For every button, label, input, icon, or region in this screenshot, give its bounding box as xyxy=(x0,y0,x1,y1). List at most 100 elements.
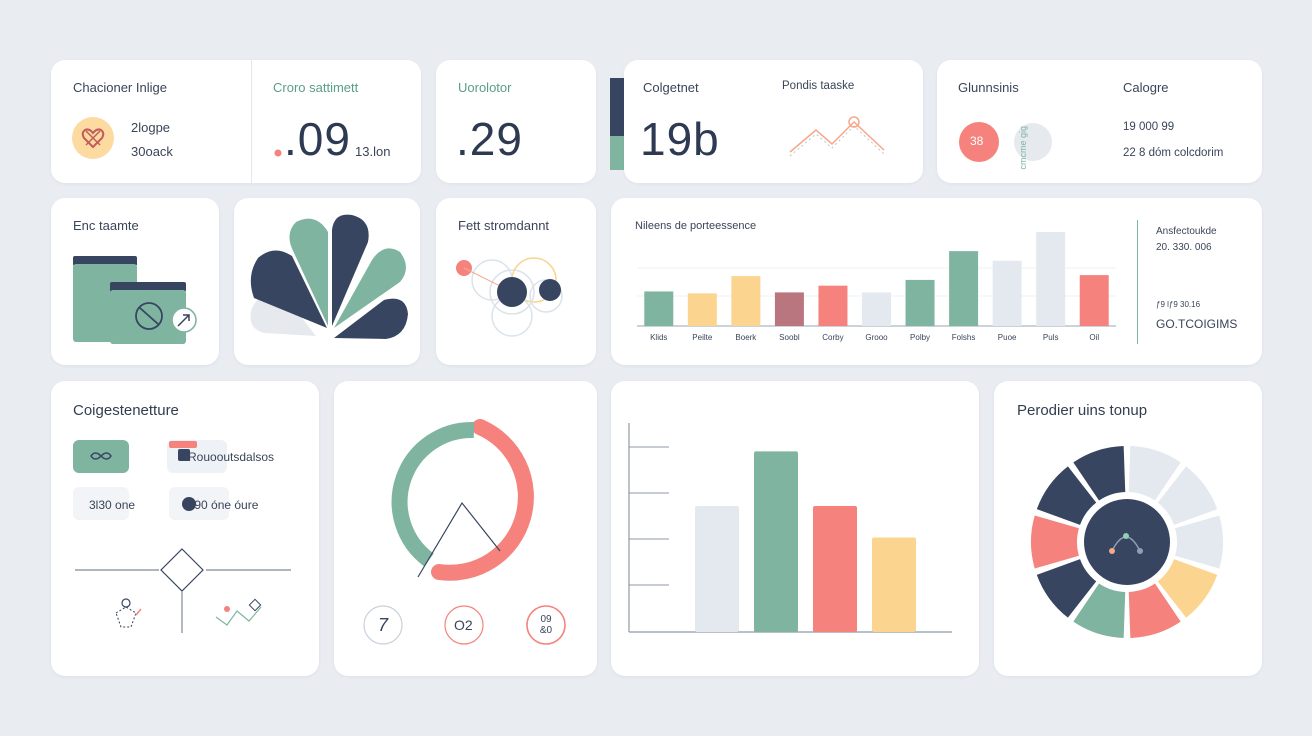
bar xyxy=(695,506,739,632)
card-title: Glunnsinis xyxy=(958,80,1019,95)
badge-ring-2 xyxy=(444,605,484,645)
bar xyxy=(731,276,761,326)
ring-segment xyxy=(1036,466,1097,525)
kpi-card-chacioner[interactable]: Chacioner Inlige 2logpe 30oack Croro sat… xyxy=(51,60,421,183)
ring-segment xyxy=(1036,559,1097,618)
bar xyxy=(754,451,798,632)
bar xyxy=(813,506,857,632)
side-line-2: 22 8 dóm colcdorim xyxy=(1123,147,1224,159)
bar xyxy=(1079,275,1109,326)
status-dot xyxy=(274,149,282,157)
kpi-value: 19b xyxy=(640,113,720,165)
x-tick-label: Folshs xyxy=(952,333,976,342)
chip-label-3: 3l30 one xyxy=(89,498,136,512)
ring-segment xyxy=(1031,515,1079,569)
petal-chart xyxy=(250,214,408,339)
bar xyxy=(687,293,717,326)
side-title: Pondis taaske xyxy=(782,80,855,92)
vertical-label: ƃᴉƃ ǝɯɔɯɔ xyxy=(1019,126,1029,170)
bar xyxy=(949,251,979,326)
ring-chart xyxy=(391,419,534,581)
chip-3[interactable] xyxy=(73,487,129,520)
bar xyxy=(1036,231,1066,326)
x-tick-label: Boerk xyxy=(735,333,757,342)
card-title: Fett stromdannt xyxy=(458,218,550,233)
card-title: Colgetnet xyxy=(643,80,699,95)
helmet-icon xyxy=(182,497,196,511)
x-tick-label: Grooo xyxy=(865,333,888,342)
bar xyxy=(774,292,804,326)
badge-ring-1 xyxy=(363,605,403,645)
x-tick-label: Oil xyxy=(1089,333,1099,342)
card-title: Coigestenetture xyxy=(73,402,179,419)
heart-icon xyxy=(72,117,114,159)
ring-segment xyxy=(1157,559,1218,618)
kpi-value: .29 xyxy=(456,113,523,165)
x-tick-label: Soobl xyxy=(779,333,800,342)
side-title: Calogre xyxy=(1123,80,1169,95)
stat-line-2: 30oack xyxy=(131,144,173,159)
chip-label-2: Rouooutsdalsos xyxy=(188,450,275,464)
card-enc-taamte[interactable]: Enc taamte xyxy=(51,198,219,365)
card-bar-chart-1[interactable]: Nileens de porteessence Klids Peilte Boerk… xyxy=(611,198,1262,365)
card-coigestenetture[interactable]: Coigestenetture Rouooutsdalsos 3l30 one … xyxy=(51,381,319,676)
side-big: GO.TCOIGIMS xyxy=(1156,317,1238,331)
chip-4[interactable] xyxy=(169,487,229,520)
kpi-unit: 13.lon xyxy=(355,144,391,159)
x-tick-label: Puls xyxy=(1043,333,1059,342)
card-petal-chart[interactable] xyxy=(234,198,420,365)
side-line-1: 19 000 99 xyxy=(1123,121,1175,133)
x-tick-label: Corby xyxy=(822,333,843,342)
card-ring-chart[interactable]: 7 O2 09 &0 xyxy=(334,381,597,676)
infinity-icon xyxy=(90,452,112,460)
x-tick-label: Puoe xyxy=(998,333,1017,342)
bar xyxy=(905,279,935,326)
side-value: 20. 330. 006 xyxy=(1156,242,1212,253)
arc-path-icon xyxy=(1109,533,1143,554)
venn-diagram xyxy=(456,257,563,337)
badge-label-2: O2 xyxy=(454,617,473,633)
kpi-card-uorolotor[interactable]: Uorolotor .29 xyxy=(436,60,596,183)
ring-segment xyxy=(1073,446,1126,501)
ring-center xyxy=(1084,499,1170,585)
bar xyxy=(872,537,916,632)
card-title-2: Croro sattimett xyxy=(273,80,359,95)
ring-segment xyxy=(1157,466,1218,525)
card-perodier[interactable]: Perodier uins tonup xyxy=(994,381,1262,676)
kpi-card-glunnsinis[interactable]: Glunnsinis 38 ƃᴉƃ ǝɯɔɯɔ Calogre 19 000 9… xyxy=(937,60,1262,183)
x-tick-label: Polby xyxy=(910,333,930,342)
bar xyxy=(818,285,848,326)
x-tick-label: Peilte xyxy=(692,333,713,342)
accent-bar xyxy=(610,78,624,170)
bar-chart-2 xyxy=(628,423,952,633)
side-small: ƒ9 lƒ9 30.16 xyxy=(1156,300,1201,309)
badge-label-1: 7 xyxy=(378,615,389,635)
calendar-icon xyxy=(169,441,197,461)
card-divider xyxy=(251,60,252,183)
card-bar-chart-2[interactable] xyxy=(611,381,979,676)
side-title: Ansfectoukde xyxy=(1156,226,1217,237)
card-fett-stromdannt[interactable]: Fett stromdannt xyxy=(436,198,596,365)
ring-segment xyxy=(1175,515,1223,569)
card-title: Uorolotor xyxy=(458,80,512,95)
stat-line-1: 2logpe xyxy=(131,120,171,135)
chart-side-divider xyxy=(1137,220,1138,344)
kpi-card-colgetnet[interactable]: Colgetnet 19b Pondis taaske xyxy=(624,60,923,183)
x-tick-label: Klids xyxy=(650,333,667,342)
badge-ring-3 xyxy=(526,605,566,645)
mountain-sparkline-icon xyxy=(789,116,885,157)
ring-segment xyxy=(1128,583,1181,638)
placeholder-circle xyxy=(1014,123,1052,161)
chart-title: Nileens de porteessence xyxy=(635,220,757,232)
kpi-value: .09 xyxy=(284,113,351,165)
bar xyxy=(862,292,891,326)
ring-segment xyxy=(1128,446,1181,501)
bar xyxy=(644,291,674,326)
card-title: Chacioner Inlige xyxy=(73,80,167,95)
badge-label-3: 09 &0 xyxy=(539,614,553,636)
ring-segment xyxy=(1073,583,1126,638)
bar-chart-1: Klids Peilte Boerk Soobl Corby Grooo Polby Fols… xyxy=(637,231,1116,342)
decision-tree-diagram xyxy=(75,548,291,633)
folder-target-icon xyxy=(73,256,197,344)
radial-segment-chart xyxy=(1031,446,1223,638)
